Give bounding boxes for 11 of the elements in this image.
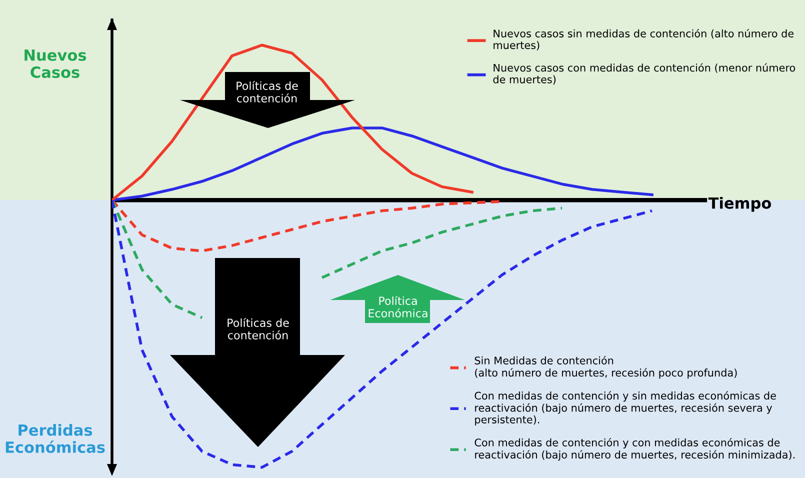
annotation: Política Económica bbox=[368, 296, 428, 318]
legend-label: Con medidas de contención y con medidas económicas de reactivación (bajo número de muertes, recesión minimizada). bbox=[474, 438, 795, 461]
annotation: Políticas de contención bbox=[236, 80, 298, 102]
legend-label: Nuevos casos sin medidas de contención (alto número de muertes) bbox=[494, 28, 794, 50]
annotation: Políticas de contención bbox=[228, 318, 289, 340]
text: Nuevos Casos bbox=[24, 50, 86, 78]
legend-label: Con medidas de contención y sin medidas económicas de reactivación (bajo número de muertes, recesión severa y persistente). bbox=[474, 391, 776, 426]
legend-label: Sin Medidas de contención (alto número de muertes, recesión poco profunda) bbox=[474, 356, 737, 379]
legend-label: Nuevos casos con medidas de contención (menor número de muertes) bbox=[493, 63, 796, 85]
x-axis-title: Tiempo bbox=[708, 197, 772, 212]
annotation: Perdidas Económicas bbox=[6, 424, 105, 453]
